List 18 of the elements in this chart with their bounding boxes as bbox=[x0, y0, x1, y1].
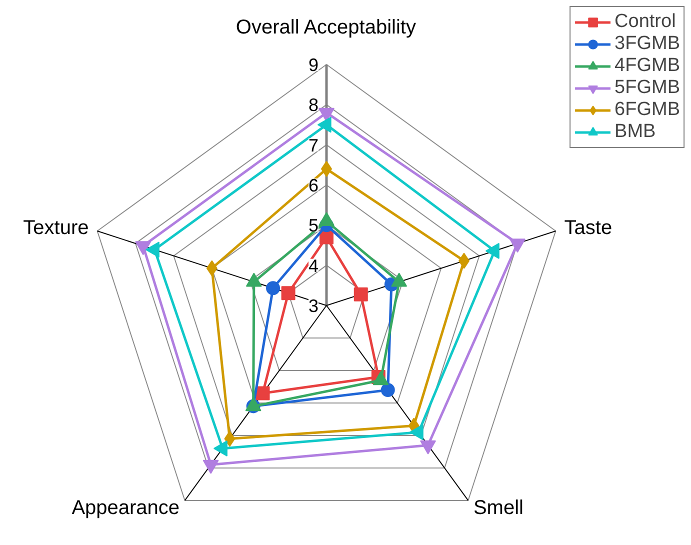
legend-label: 3FGMB bbox=[614, 33, 680, 55]
legend-label: 4FGMB bbox=[614, 55, 680, 77]
spoke-label: Overall Acceptability bbox=[236, 16, 416, 38]
spoke-label: Appearance bbox=[72, 496, 180, 519]
y-tick-label: 8 bbox=[308, 95, 319, 116]
legend-label: 5FGMB bbox=[614, 77, 680, 99]
y-tick-label: 4 bbox=[308, 256, 319, 276]
legend-label: Control bbox=[614, 11, 676, 33]
legend-label: BMB bbox=[614, 121, 656, 143]
spoke-label: Smell bbox=[473, 496, 524, 519]
y-tick-label: 9 bbox=[308, 55, 319, 75]
y-tick-label: 5 bbox=[308, 216, 319, 236]
spoke-label: Taste bbox=[564, 217, 612, 240]
y-tick-label: 3 bbox=[308, 296, 319, 316]
y-tick-label: 6 bbox=[308, 176, 319, 196]
legend-label: 6FGMB bbox=[614, 99, 680, 121]
y-tick-label: 7 bbox=[308, 135, 319, 156]
spoke-label: Texture bbox=[23, 217, 89, 240]
